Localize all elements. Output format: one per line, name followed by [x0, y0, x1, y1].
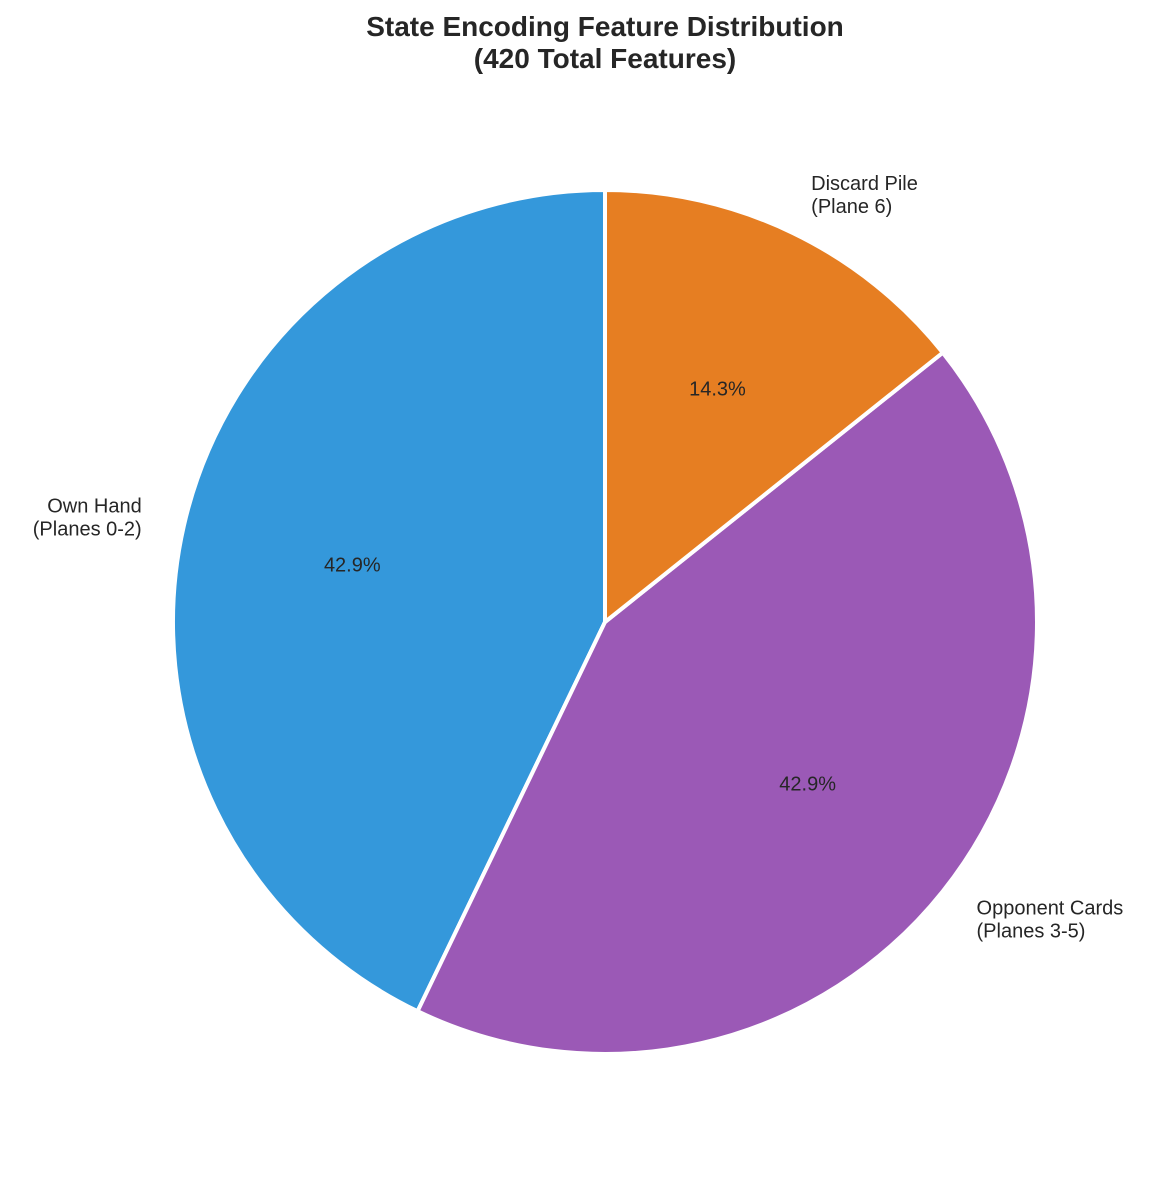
chart-title-line2: (420 Total Features) [474, 43, 736, 74]
slice-category-label: Discard Pile (Plane 6) [811, 173, 918, 218]
pie-slice-2 [415, 350, 1040, 1056]
slice-category-label: Opponent Cards (Planes 3-5) [977, 897, 1124, 942]
pie-slice-1 [171, 188, 607, 1014]
slice-percent-label: 42.9% [779, 774, 836, 796]
slice-percent-label: 14.3% [689, 378, 746, 400]
slice-percent-label: 42.9% [324, 554, 381, 576]
pie-labels: 42.9% Own Hand (Planes 0-2) 42.9% Opponent C… [33, 173, 1124, 942]
chart-title-line1: State Encoding Feature Distribution [366, 11, 844, 42]
pie-slices [171, 188, 1040, 1056]
pie-slice-3 [603, 188, 945, 624]
slice-category-label: Own Hand (Planes 0-2) [33, 495, 142, 540]
